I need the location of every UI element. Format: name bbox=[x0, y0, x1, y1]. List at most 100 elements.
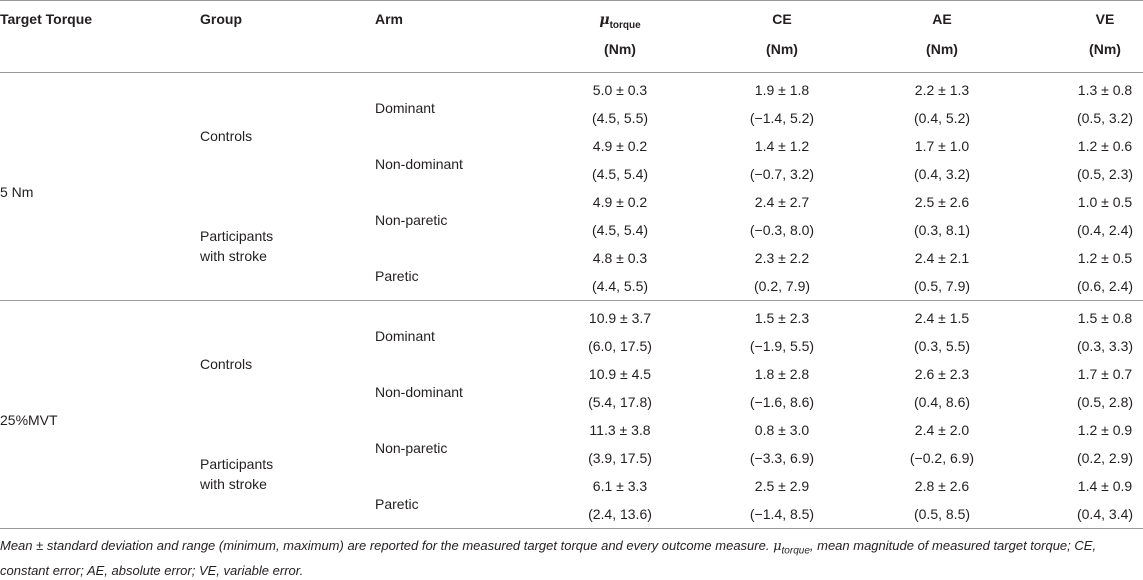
ve-range: (0.4, 3.4) bbox=[1076, 506, 1134, 522]
ae-range: (0.4, 5.2) bbox=[913, 110, 971, 126]
mu-mean-sd: 4.9 ± 0.2 bbox=[592, 194, 648, 210]
mu-mean-sd: 4.8 ± 0.3 bbox=[592, 250, 648, 266]
ae-mean-sd: 2.5 ± 2.6 bbox=[914, 194, 970, 210]
ve-mean-sd: 1.0 ± 0.5 bbox=[1077, 194, 1133, 210]
ae-range: (−0.2, 6.9) bbox=[909, 450, 975, 466]
footnote-text-2: , mean magnitude of measured target torq… bbox=[0, 538, 1097, 578]
ce-range: (−1.4, 8.5) bbox=[749, 506, 815, 522]
group-label: Controls bbox=[200, 356, 253, 372]
ve-range: (0.4, 2.4) bbox=[1076, 222, 1134, 238]
ae-range: (0.4, 8.6) bbox=[913, 394, 971, 410]
ve-range: (0.5, 2.8) bbox=[1076, 394, 1134, 410]
ae-range: (0.4, 3.2) bbox=[913, 166, 971, 182]
footnote-text-1: Mean ± standard deviation and range (min… bbox=[0, 538, 774, 553]
mu-mean-sd: 4.9 ± 0.2 bbox=[592, 138, 648, 154]
ce-mean-sd: 2.4 ± 2.7 bbox=[754, 194, 810, 210]
mu-range: (4.5, 5.4) bbox=[591, 222, 649, 238]
footnote-mu-subscript: torque bbox=[781, 545, 810, 557]
ce-mean-sd: 1.5 ± 2.3 bbox=[754, 310, 810, 326]
group-label-line1: Participants bbox=[200, 228, 274, 244]
target-torque-label: 25%MVT bbox=[0, 412, 58, 428]
mu-range: (4.5, 5.4) bbox=[591, 166, 649, 182]
arm-label: Dominant bbox=[375, 100, 435, 116]
ce-mean-sd: 2.3 ± 2.2 bbox=[754, 250, 810, 266]
ve-mean-sd: 1.2 ± 0.6 bbox=[1077, 138, 1133, 154]
ve-range: (0.3, 3.3) bbox=[1076, 338, 1134, 354]
mu-range: (2.4, 13.6) bbox=[588, 506, 652, 522]
ve-mean-sd: 1.5 ± 0.8 bbox=[1077, 310, 1133, 326]
arm-label: Non-paretic bbox=[375, 440, 448, 456]
mu-range: (4.5, 5.5) bbox=[591, 110, 649, 126]
arm-label: Non-paretic bbox=[375, 212, 448, 228]
ce-mean-sd: 1.4 ± 1.2 bbox=[754, 138, 810, 154]
header-ve-unit: (Nm) bbox=[1089, 41, 1121, 57]
section-rule bbox=[0, 300, 1143, 301]
header-ae-unit: (Nm) bbox=[926, 41, 958, 57]
group-label-line2: with stroke bbox=[200, 248, 267, 264]
ae-mean-sd: 2.4 ± 2.1 bbox=[914, 250, 970, 266]
ce-range: (−1.9, 5.5) bbox=[749, 338, 815, 354]
ce-mean-sd: 2.5 ± 2.9 bbox=[754, 478, 810, 494]
ve-range: (0.5, 3.2) bbox=[1076, 110, 1134, 126]
group-label-line1: Participants bbox=[200, 456, 274, 472]
ae-range: (0.3, 8.1) bbox=[913, 222, 971, 238]
ce-mean-sd: 1.8 ± 2.8 bbox=[754, 366, 810, 382]
ce-mean-sd: 1.9 ± 1.8 bbox=[754, 82, 810, 98]
header-mu-torque: μtorque bbox=[560, 9, 680, 36]
group-label: Controls bbox=[200, 128, 253, 144]
ve-mean-sd: 1.3 ± 0.8 bbox=[1077, 82, 1133, 98]
mu-mean-sd: 6.1 ± 3.3 bbox=[592, 478, 648, 494]
mu-subscript: torque bbox=[609, 19, 641, 31]
ve-mean-sd: 1.2 ± 0.5 bbox=[1077, 250, 1133, 266]
ae-mean-sd: 2.4 ± 2.0 bbox=[914, 422, 970, 438]
ae-range: (0.5, 8.5) bbox=[913, 506, 971, 522]
header-ae: AE bbox=[932, 11, 952, 27]
ae-mean-sd: 2.6 ± 2.3 bbox=[914, 366, 970, 382]
arm-label: Non-dominant bbox=[375, 156, 463, 172]
header-rule bbox=[0, 72, 1143, 73]
ve-mean-sd: 1.4 ± 0.9 bbox=[1077, 478, 1133, 494]
header-ve: VE bbox=[1095, 11, 1115, 27]
arm-label: Dominant bbox=[375, 328, 435, 344]
arm-label: Paretic bbox=[375, 268, 419, 284]
header-mu-unit: (Nm) bbox=[604, 41, 636, 57]
group-label-line2: with stroke bbox=[200, 476, 267, 492]
ae-mean-sd: 2.4 ± 1.5 bbox=[914, 310, 970, 326]
ae-mean-sd: 2.8 ± 2.6 bbox=[914, 478, 970, 494]
header-group: Group bbox=[200, 11, 242, 27]
bottom-rule bbox=[0, 528, 1143, 529]
target-torque-label: 5 Nm bbox=[0, 184, 34, 200]
ae-mean-sd: 1.7 ± 1.0 bbox=[914, 138, 970, 154]
ce-range: (−3.3, 6.9) bbox=[749, 450, 815, 466]
arm-label: Paretic bbox=[375, 496, 419, 512]
ve-mean-sd: 1.7 ± 0.7 bbox=[1077, 366, 1133, 382]
mu-range: (6.0, 17.5) bbox=[588, 338, 652, 354]
ce-range: (−1.6, 8.6) bbox=[749, 394, 815, 410]
ae-mean-sd: 2.2 ± 1.3 bbox=[914, 82, 970, 98]
header-target-torque: Target Torque bbox=[0, 11, 93, 27]
top-rule bbox=[0, 0, 1143, 1]
header-arm: Arm bbox=[375, 11, 404, 27]
header-ce: CE bbox=[772, 11, 792, 27]
mu-range: (3.9, 17.5) bbox=[588, 450, 652, 466]
mu-range: (5.4, 17.8) bbox=[588, 394, 652, 410]
mu-symbol: μ bbox=[599, 12, 610, 28]
ve-range: (0.6, 2.4) bbox=[1076, 278, 1134, 294]
ce-mean-sd: 0.8 ± 3.0 bbox=[754, 422, 810, 438]
ve-range: (0.2, 2.9) bbox=[1076, 450, 1134, 466]
footnote-mu-symbol: μ bbox=[773, 539, 782, 554]
ae-range: (0.5, 7.9) bbox=[913, 278, 971, 294]
table-footnote: Mean ± standard deviation and range (min… bbox=[0, 536, 1143, 580]
mu-mean-sd: 10.9 ± 4.5 bbox=[588, 366, 652, 382]
ve-mean-sd: 1.2 ± 0.9 bbox=[1077, 422, 1133, 438]
mu-mean-sd: 10.9 ± 3.7 bbox=[588, 310, 652, 326]
arm-label: Non-dominant bbox=[375, 384, 463, 400]
ce-range: (0.2, 7.9) bbox=[753, 278, 811, 294]
header-ce-unit: (Nm) bbox=[766, 41, 798, 57]
ae-range: (0.3, 5.5) bbox=[913, 338, 971, 354]
ce-range: (−0.7, 3.2) bbox=[749, 166, 815, 182]
ve-range: (0.5, 2.3) bbox=[1076, 166, 1134, 182]
mu-mean-sd: 11.3 ± 3.8 bbox=[589, 422, 651, 438]
ce-range: (−1.4, 5.2) bbox=[749, 110, 815, 126]
